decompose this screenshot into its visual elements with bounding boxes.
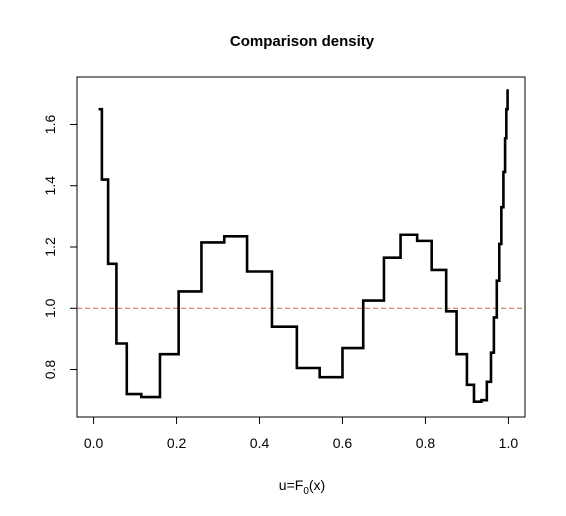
series-layer — [98, 89, 509, 403]
y-tick-label: 1.6 — [42, 115, 58, 135]
x-tick-label: 0.0 — [84, 435, 104, 451]
x-axis: 0.0 0.2 0.4 0.6 0.8 1.0 — [84, 416, 519, 451]
x-tick-label: 1.0 — [499, 435, 519, 451]
plot-frame — [76, 76, 526, 418]
chart-title: Comparison density — [230, 33, 375, 50]
density-step-line — [98, 89, 509, 403]
x-tick-label: 0.6 — [333, 435, 353, 451]
y-tick-label: 0.8 — [42, 360, 58, 380]
y-tick-label: 1.0 — [42, 298, 58, 318]
x-tick-label: 0.2 — [167, 435, 187, 451]
x-axis-label: u=F0(x) — [279, 477, 325, 497]
x-tick-label: 0.8 — [416, 435, 436, 451]
x-tick-label: 0.4 — [250, 435, 270, 451]
y-tick-label: 1.2 — [42, 237, 58, 257]
y-axis: 0.8 1.0 1.2 1.4 1.6 — [42, 115, 78, 380]
y-tick-label: 1.4 — [42, 176, 58, 196]
